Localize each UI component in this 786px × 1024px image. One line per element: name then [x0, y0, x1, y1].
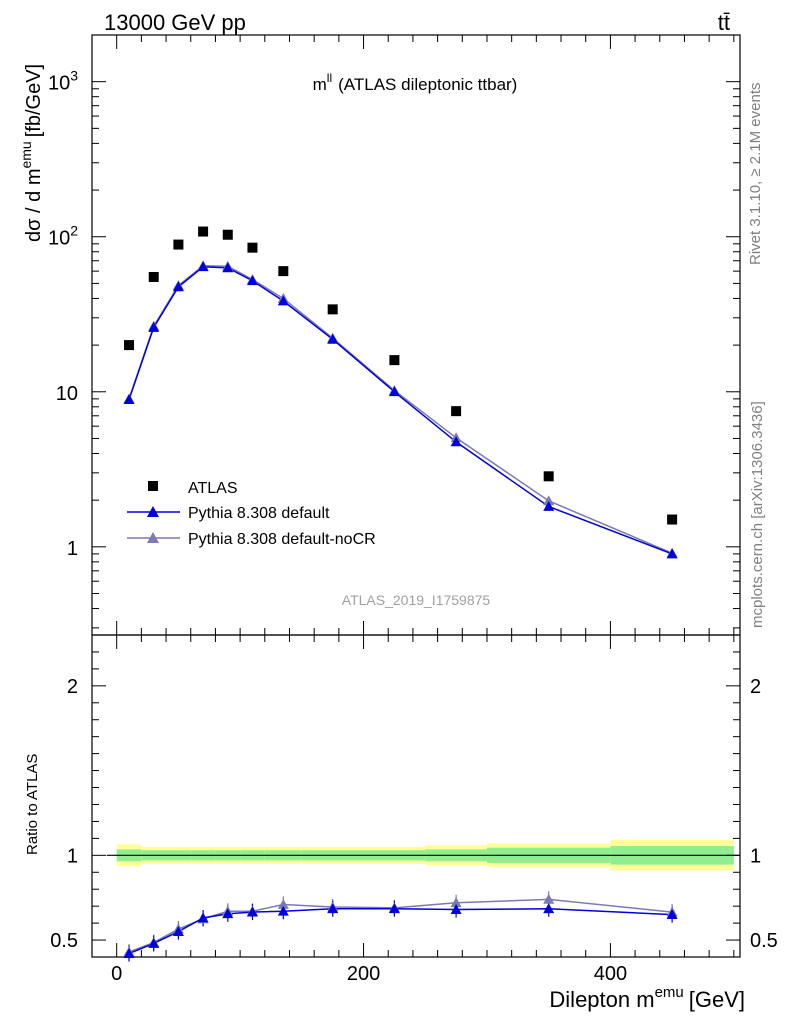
ratio-y-tick-labels: 0.5 0.5 1 1 2 2 — [50, 676, 778, 952]
ratio-y-tick-label-right: 2 — [750, 676, 761, 698]
main-plot-title: mll (ATLAS dileptonic ttbar) — [313, 71, 518, 94]
main-series-point — [222, 262, 234, 273]
ratio-series-point — [277, 905, 289, 916]
atlas-data-point — [173, 239, 184, 250]
main-panel: 1 10 102 103 mll (ATLAS dileptonic ttbar) dσ… — [18, 34, 741, 636]
legend-entry-atlas: ATLAS — [148, 480, 238, 497]
main-series-point — [543, 501, 555, 511]
xlabel-units: [GeV] — [689, 987, 745, 1012]
ratio-series-point — [123, 948, 135, 959]
ratio-data-series — [123, 891, 678, 962]
legend-marker-pythia-nocr — [147, 532, 159, 543]
ratio-y-tick-label: 1 — [67, 845, 78, 867]
x-tick-label: 400 — [594, 963, 627, 985]
legend-marker-atlas — [148, 481, 158, 491]
main-series-point — [197, 261, 209, 272]
ratio-panel: 0.5 0.5 1 1 2 2 0 200 400 Ratio to ATLAS Dilept… — [24, 634, 778, 1012]
legend-marker-pythia-default — [147, 506, 159, 517]
main-series-point — [246, 275, 258, 286]
ylabel-superscript: emu — [18, 141, 34, 168]
ratio-series-point — [666, 909, 678, 920]
ratio-series-point — [222, 908, 234, 919]
legend-label-atlas: ATLAS — [188, 480, 238, 497]
main-series-point — [666, 548, 678, 559]
ratio-series-point — [197, 912, 209, 923]
ratio-y-tick-label: 0.5 — [50, 930, 78, 952]
ratio-series-point — [148, 937, 160, 948]
ratio-y-tick-label: 2 — [67, 676, 78, 698]
ratio-series-line — [128, 907, 673, 955]
ratio-y-tick-label-right: 1 — [750, 845, 761, 867]
ratio-series-point — [246, 906, 258, 917]
ratio-series-point — [172, 926, 184, 936]
ylabel-text: dσ / d m — [23, 169, 45, 242]
ylabel-units: [fb/GeV] — [23, 64, 45, 137]
title-superscript: ll — [327, 71, 332, 85]
ratio-series-line — [128, 898, 673, 953]
ratio-x-tick-labels: 0 200 400 — [111, 963, 627, 985]
atlas-data-point — [543, 471, 554, 482]
main-series-point — [327, 333, 339, 344]
ratio-y-tick-label-right: 0.5 — [750, 930, 778, 952]
atlas-data-point — [222, 229, 233, 240]
rivet-version-label: Rivet 3.1.10, ≥ 2.1M events — [747, 83, 764, 266]
xlabel-text: Dilepton m — [549, 987, 654, 1012]
title-description: (ATLAS dileptonic ttbar) — [338, 75, 517, 94]
legend-entry-pythia-nocr: Pythia 8.308 default-noCR — [127, 531, 376, 548]
ratio-series-point — [543, 903, 555, 914]
main-y-tick-labels: 1 10 102 103 — [48, 68, 78, 560]
mcplots-label: mcplots.cern.ch [arXiv:1306.3436] — [749, 401, 766, 628]
ratio-series-point — [450, 904, 462, 914]
header-process-label: tt̄ — [718, 10, 730, 35]
ratio-series-point — [450, 897, 462, 908]
main-series-point — [148, 321, 160, 332]
main-data-series — [123, 226, 678, 559]
legend-label-pythia-default: Pythia 8.308 default — [188, 505, 330, 522]
atlas-data-point — [198, 226, 209, 237]
ratio-y-axis-label: Ratio to ATLAS — [24, 754, 41, 855]
legend: ATLAS Pythia 8.308 default Pythia 8.308 … — [127, 480, 376, 548]
main-axis-ticks — [92, 34, 740, 635]
legend-label-pythia-nocr: Pythia 8.308 default-noCR — [188, 531, 376, 548]
atlas-data-point — [451, 406, 462, 417]
main-y-tick-label: 1 — [67, 538, 78, 560]
xlabel-superscript: emu — [655, 984, 684, 1001]
main-series-point — [388, 386, 400, 397]
x-tick-label: 200 — [347, 963, 380, 985]
main-series-point — [277, 295, 289, 306]
main-y-tick-label: 102 — [48, 223, 78, 250]
ratio-series-point — [543, 893, 555, 904]
x-axis-label: Dilepton memu [GeV] — [549, 984, 745, 1012]
legend-entry-pythia-default: Pythia 8.308 default — [127, 505, 330, 522]
ratio-axis-ticks — [92, 634, 740, 958]
main-series-point — [450, 436, 462, 447]
main-series-point — [543, 495, 555, 506]
atlas-data-point — [327, 304, 338, 315]
ratio-series-point — [277, 898, 289, 909]
ratio-series-point — [388, 903, 400, 914]
analysis-watermark: ATLAS_2019_I1759875 — [342, 592, 491, 608]
main-y-axis-label: dσ / d memu [fb/GeV] — [18, 64, 45, 242]
atlas-data-point — [667, 514, 678, 525]
main-y-tick-label: 10 — [56, 383, 78, 405]
atlas-data-point — [124, 340, 135, 351]
ratio-plot-frame — [91, 634, 741, 958]
header-beam-label: 13000 GeV pp — [104, 10, 246, 35]
ratio-series-point — [327, 903, 339, 914]
title-observable: m — [313, 75, 327, 94]
atlas-data-point — [278, 266, 289, 277]
atlas-data-point — [148, 271, 159, 282]
main-series-point — [172, 281, 184, 292]
x-tick-label: 0 — [111, 963, 122, 985]
main-series-point — [123, 394, 135, 405]
main-series-line — [128, 266, 673, 555]
main-y-tick-label: 103 — [48, 68, 78, 95]
atlas-data-point — [389, 355, 400, 366]
atlas-data-point — [247, 242, 258, 253]
